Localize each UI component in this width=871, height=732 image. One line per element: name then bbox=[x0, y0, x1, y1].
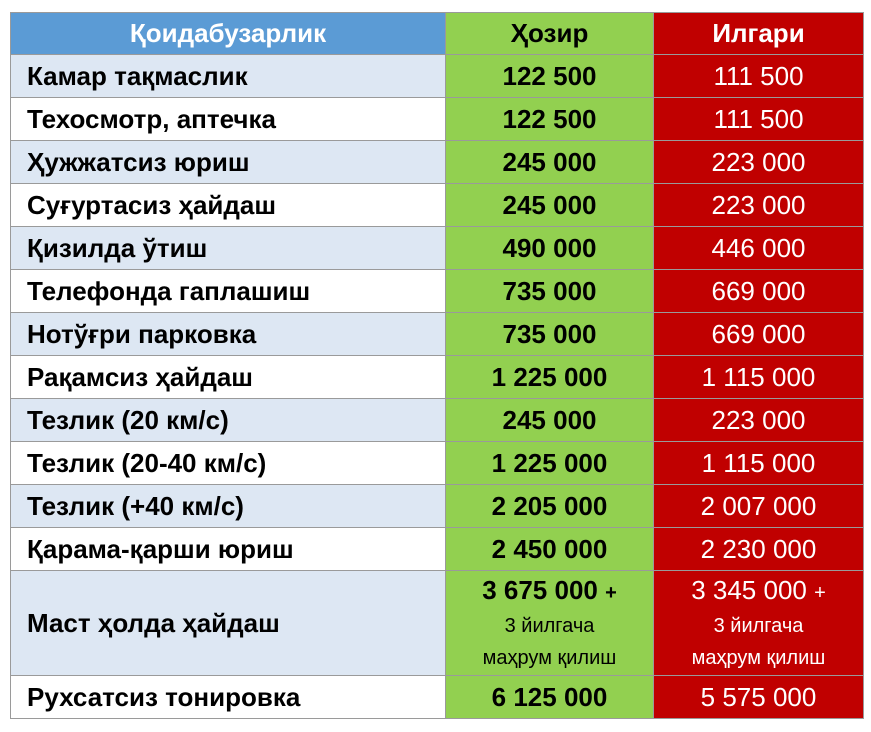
now-amount-cell: 1 225 000 bbox=[445, 441, 654, 485]
table-row: Техосмотр, аптечка 122 500 111 500 bbox=[10, 97, 864, 141]
plus-sign: + bbox=[814, 581, 826, 604]
violation-cell: Тезлик (+40 км/с) bbox=[10, 484, 446, 528]
table-row: Тезлик (20-40 км/с) 1 225 000 1 115 000 bbox=[10, 441, 864, 485]
table-row: Қизилда ўтиш 490 000 446 000 bbox=[10, 226, 864, 270]
deprivation-line1: 3 йилгача bbox=[504, 614, 595, 637]
before-amount-cell: 223 000 bbox=[653, 398, 864, 442]
before-amount-cell: 223 000 bbox=[653, 183, 864, 227]
table-row: Камар тақмаслик 122 500 111 500 bbox=[10, 54, 864, 98]
plus-sign: + bbox=[605, 581, 617, 604]
now-amount-cell: 245 000 bbox=[445, 398, 654, 442]
header-now: Ҳозир bbox=[445, 12, 654, 55]
before-amount-cell: 3 345 000 + 3 йилгача маҳрум қилиш bbox=[653, 570, 864, 676]
violation-cell: Рақамсиз ҳайдаш bbox=[10, 355, 446, 399]
table-row: Телефонда гаплашиш 735 000 669 000 bbox=[10, 269, 864, 313]
table-row: Тезлик (+40 км/с) 2 205 000 2 007 000 bbox=[10, 484, 864, 528]
before-amount-cell: 5 575 000 bbox=[653, 675, 864, 719]
table-row-drunk-driving: Маст ҳолда ҳайдаш 3 675 000 + 3 йилгача … bbox=[10, 570, 864, 676]
table-row: Нотўғри парковка 735 000 669 000 bbox=[10, 312, 864, 356]
before-amount-cell: 111 500 bbox=[653, 97, 864, 141]
table-row: Рақамсиз ҳайдаш 1 225 000 1 115 000 bbox=[10, 355, 864, 399]
violation-cell: Нотўғри парковка bbox=[10, 312, 446, 356]
now-amount-line: 3 675 000 + bbox=[446, 573, 653, 610]
violation-cell: Тезлик (20 км/с) bbox=[10, 398, 446, 442]
before-amount-cell: 1 115 000 bbox=[653, 355, 864, 399]
now-amount-cell: 3 675 000 + 3 йилгача маҳрум қилиш bbox=[445, 570, 654, 676]
before-amount-cell: 2 007 000 bbox=[653, 484, 864, 528]
deprivation-line1: 3 йилгача bbox=[713, 614, 804, 637]
now-amount-cell: 6 125 000 bbox=[445, 675, 654, 719]
violation-cell: Қарама-қарши юриш bbox=[10, 527, 446, 571]
now-amount-cell: 735 000 bbox=[445, 269, 654, 313]
now-amount-cell: 122 500 bbox=[445, 54, 654, 98]
violation-cell: Рухсатсиз тонировка bbox=[10, 675, 446, 719]
header-before: Илгари bbox=[653, 12, 864, 55]
now-amount-cell: 2 450 000 bbox=[445, 527, 654, 571]
violation-cell: Ҳужжатсиз юриш bbox=[10, 140, 446, 184]
violation-cell: Қизилда ўтиш bbox=[10, 226, 446, 270]
now-amount-cell: 245 000 bbox=[445, 183, 654, 227]
now-amount-cell: 1 225 000 bbox=[445, 355, 654, 399]
deprivation-line2: маҳрум қилиш bbox=[691, 646, 826, 669]
before-amount-cell: 1 115 000 bbox=[653, 441, 864, 485]
table-row: Рухсатсиз тонировка 6 125 000 5 575 000 bbox=[10, 675, 864, 719]
table-row: Ҳужжатсиз юриш 245 000 223 000 bbox=[10, 140, 864, 184]
now-amount-cell: 245 000 bbox=[445, 140, 654, 184]
before-amount-line: 3 345 000 + bbox=[654, 573, 863, 610]
violation-cell: Телефонда гаплашиш bbox=[10, 269, 446, 313]
before-amount-value: 3 345 000 bbox=[691, 574, 807, 605]
violation-cell: Техосмотр, аптечка bbox=[10, 97, 446, 141]
now-amount-value: 3 675 000 bbox=[482, 574, 598, 605]
before-amount-cell: 669 000 bbox=[653, 312, 864, 356]
table-row: Қарама-қарши юриш 2 450 000 2 230 000 bbox=[10, 527, 864, 571]
deprivation-line2: маҳрум қилиш bbox=[482, 646, 617, 669]
table-row: Тезлик (20 км/с) 245 000 223 000 bbox=[10, 398, 864, 442]
now-amount-cell: 122 500 bbox=[445, 97, 654, 141]
fines-table-container: Қоидабузарлик Ҳозир Илгари Камар тақмасл… bbox=[10, 12, 864, 719]
now-amount-cell: 490 000 bbox=[445, 226, 654, 270]
violation-cell: Тезлик (20-40 км/с) bbox=[10, 441, 446, 485]
header-violation: Қоидабузарлик bbox=[10, 12, 446, 55]
before-amount-cell: 669 000 bbox=[653, 269, 864, 313]
fines-table: Қоидабузарлик Ҳозир Илгари Камар тақмасл… bbox=[10, 12, 864, 719]
now-amount-cell: 735 000 bbox=[445, 312, 654, 356]
violation-cell: Камар тақмаслик bbox=[10, 54, 446, 98]
before-amount-cell: 223 000 bbox=[653, 140, 864, 184]
violation-cell: Маст ҳолда ҳайдаш bbox=[10, 570, 446, 676]
before-amount-cell: 446 000 bbox=[653, 226, 864, 270]
table-row: Суғуртасиз ҳайдаш 245 000 223 000 bbox=[10, 183, 864, 227]
violation-cell: Суғуртасиз ҳайдаш bbox=[10, 183, 446, 227]
before-amount-cell: 111 500 bbox=[653, 54, 864, 98]
header-row: Қоидабузарлик Ҳозир Илгари bbox=[10, 12, 864, 55]
before-amount-cell: 2 230 000 bbox=[653, 527, 864, 571]
now-amount-cell: 2 205 000 bbox=[445, 484, 654, 528]
